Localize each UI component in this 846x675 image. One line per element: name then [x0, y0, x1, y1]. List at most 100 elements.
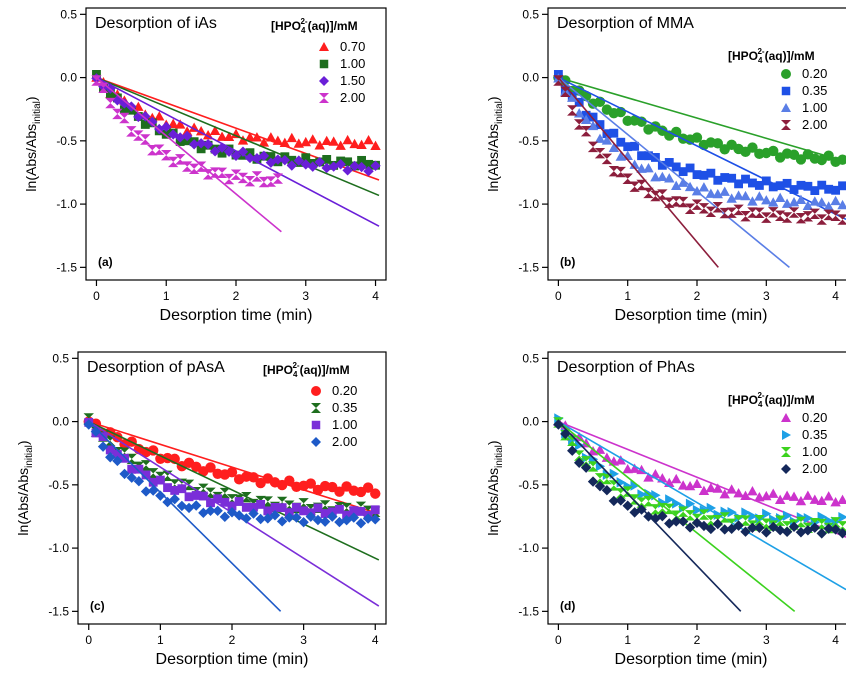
data-point — [314, 156, 325, 168]
legend-marker — [781, 413, 791, 422]
data-point — [837, 521, 846, 532]
data-point — [733, 520, 744, 531]
data-point — [733, 190, 744, 200]
data-point — [226, 494, 238, 505]
legend-marker — [781, 464, 791, 474]
data-point — [657, 171, 668, 182]
x-tick-label: 0 — [555, 633, 562, 647]
data-point — [594, 444, 606, 454]
data-point — [692, 170, 702, 180]
data-point — [292, 502, 301, 512]
data-point — [601, 135, 613, 145]
fit-line — [557, 420, 846, 591]
data-point — [748, 511, 758, 522]
data-point — [181, 130, 193, 142]
data-point — [698, 203, 710, 214]
data-point — [276, 516, 288, 527]
data-point — [90, 426, 102, 437]
x-tick-label: 3 — [302, 289, 309, 303]
chart-panel-b: 0.5 0.0 -0.5 -1.0 -1.5 0 1 2 3 4 Desorption time (… — [485, 7, 846, 324]
data-point — [781, 526, 793, 538]
data-point — [712, 188, 723, 199]
data-point — [671, 196, 682, 207]
data-point — [237, 135, 249, 145]
data-point — [286, 160, 298, 171]
legend-marker — [781, 69, 791, 79]
data-point — [698, 520, 710, 532]
data-point — [795, 194, 807, 204]
data-point — [664, 173, 675, 183]
legend-item: 0.35 — [311, 400, 357, 415]
data-point — [140, 460, 152, 471]
data-point — [781, 521, 793, 532]
data-point — [837, 494, 846, 505]
x-tick-label: 2 — [694, 289, 701, 303]
legend-label: 1.00 — [332, 417, 357, 432]
data-point — [809, 208, 821, 219]
x-tick-label: 4 — [832, 289, 839, 303]
data-point — [712, 202, 723, 213]
data-point — [615, 488, 626, 499]
data-point — [712, 518, 723, 530]
data-point — [335, 159, 346, 170]
data-point — [198, 507, 209, 519]
legend-item: 1.00 — [781, 444, 827, 459]
data-point — [356, 139, 367, 150]
data-point — [782, 178, 792, 188]
data-point — [284, 475, 295, 486]
data-point — [284, 512, 295, 523]
y-tick-label: -0.5 — [56, 134, 77, 148]
data-point — [147, 116, 158, 128]
data-point — [237, 146, 249, 157]
fit-line — [557, 76, 790, 268]
data-point — [188, 139, 200, 150]
data-point — [719, 512, 730, 523]
legend-item: 2.00 — [781, 117, 827, 132]
chart-panel-d: 0.5 0.0 -0.5 -1.0 -1.5 0 1 2 3 4 Desorption time (… — [485, 351, 846, 668]
data-point — [657, 189, 668, 200]
data-point — [720, 173, 730, 182]
data-point — [629, 507, 640, 518]
legend-item: 0.35 — [782, 427, 827, 442]
data-point — [206, 498, 215, 508]
data-point — [781, 212, 793, 223]
data-point — [740, 490, 751, 500]
data-point — [637, 151, 646, 161]
data-point — [650, 172, 661, 182]
data-point — [636, 163, 647, 173]
legend-item: 2.00 — [311, 434, 357, 449]
legend-marker — [319, 42, 329, 51]
data-point — [587, 141, 599, 153]
data-point — [664, 158, 674, 167]
data-point — [816, 214, 827, 225]
data-point — [629, 463, 640, 473]
data-point — [291, 512, 302, 523]
data-point — [362, 482, 374, 493]
data-point — [671, 162, 681, 172]
data-point — [313, 503, 323, 513]
data-point — [774, 192, 786, 202]
y-axis-label: ln(Abs/Absinitial) — [485, 96, 505, 191]
data-point — [665, 494, 675, 505]
data-point — [630, 480, 640, 491]
data-point — [266, 152, 276, 161]
data-point — [321, 135, 332, 146]
data-point — [335, 140, 346, 150]
data-point — [196, 144, 206, 154]
data-point — [726, 523, 737, 534]
data-point — [364, 159, 373, 169]
x-tick-label: 1 — [157, 633, 164, 647]
panel-label: (d) — [560, 599, 575, 613]
legend-marker — [311, 386, 321, 396]
data-point — [119, 447, 130, 458]
data-point — [830, 210, 841, 221]
data-point — [677, 196, 689, 208]
data-point — [327, 511, 338, 522]
data-point — [774, 494, 786, 505]
data-point — [830, 517, 841, 528]
data-point — [802, 525, 814, 536]
data-point — [664, 503, 675, 515]
data-point — [740, 515, 751, 526]
data-point — [643, 162, 654, 173]
data-point — [567, 92, 578, 102]
